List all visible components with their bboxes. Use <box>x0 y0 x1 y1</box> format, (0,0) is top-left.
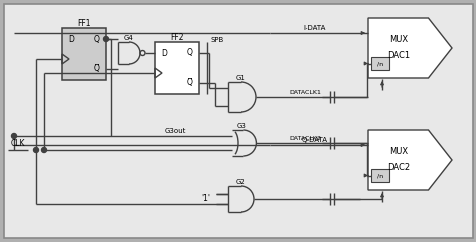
Text: DAC1: DAC1 <box>386 51 409 60</box>
Text: I-DATA: I-DATA <box>303 25 326 31</box>
Text: Q: Q <box>187 48 192 58</box>
Text: Q̅: Q̅ <box>187 78 192 88</box>
Text: MUX: MUX <box>388 146 407 156</box>
Text: /n: /n <box>376 173 382 178</box>
Text: G3out: G3out <box>164 128 185 134</box>
Text: SPB: SPB <box>210 37 223 43</box>
Bar <box>370 169 388 182</box>
Text: /n: /n <box>376 61 382 66</box>
Text: Q-DATA: Q-DATA <box>301 137 327 143</box>
Text: FF1: FF1 <box>77 18 90 28</box>
Circle shape <box>103 37 108 41</box>
Polygon shape <box>367 18 451 78</box>
Text: FF2: FF2 <box>170 32 183 41</box>
Text: Q: Q <box>94 35 100 44</box>
Text: CLK: CLK <box>11 139 25 149</box>
Text: G3: G3 <box>237 123 247 129</box>
Circle shape <box>11 134 17 138</box>
Circle shape <box>33 148 39 152</box>
Text: D: D <box>161 48 167 58</box>
Text: G1: G1 <box>236 75 246 81</box>
Polygon shape <box>367 130 451 190</box>
Bar <box>62 28 106 80</box>
Bar <box>155 42 198 94</box>
Text: G2: G2 <box>236 179 245 185</box>
Text: G4: G4 <box>124 35 134 41</box>
Circle shape <box>41 148 46 152</box>
Text: '1': '1' <box>201 195 210 204</box>
Text: DATACLK2: DATACLK2 <box>288 136 320 141</box>
Text: DATACLK1: DATACLK1 <box>288 90 320 94</box>
Bar <box>370 57 388 70</box>
Text: Q̅: Q̅ <box>94 65 100 74</box>
Text: MUX: MUX <box>388 35 407 44</box>
Text: D: D <box>68 35 74 44</box>
Text: DAC2: DAC2 <box>386 163 409 172</box>
